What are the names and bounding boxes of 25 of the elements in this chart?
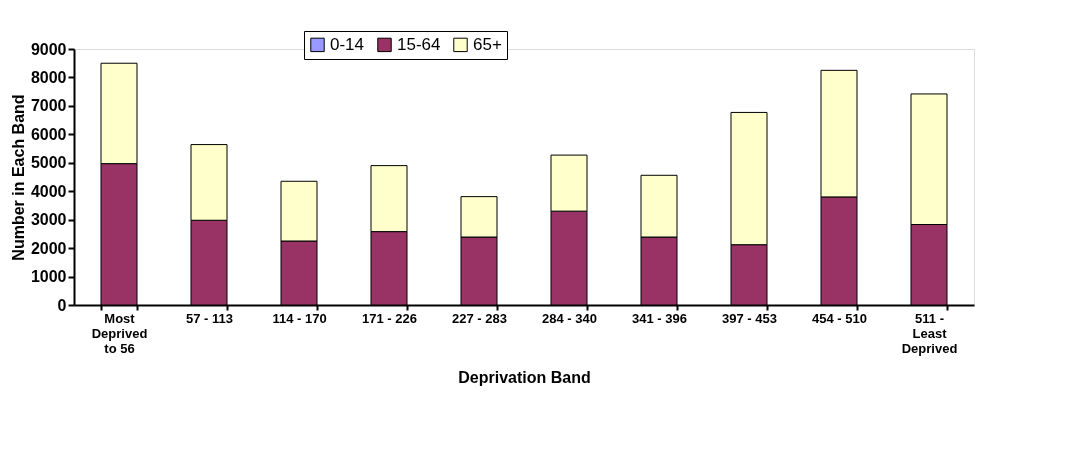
legend-label: 15-64 [397,34,441,54]
legend-label: 0-14 [330,34,365,54]
y-tick-label: 7000 [30,97,67,115]
x-tick-label: 511 - Least Deprived [901,310,958,356]
x-tick-label: 284 - 340 [542,310,597,326]
y-tick-label: 2000 [30,239,67,257]
y-tick-label: 0 [57,296,67,314]
x-tick-label: 57 - 113 [186,310,233,326]
y-tick-label: 8000 [30,68,67,86]
x-tick-label: 454 - 510 [812,310,867,326]
x-tick-label: 171 - 226 [362,310,417,326]
x-tick-label: 397 - 453 [722,310,777,326]
x-tick-label: 114 - 170 [272,310,327,326]
x-axis-title: Deprivation Band [458,368,591,386]
x-tick-label: 227 - 283 [452,310,507,326]
y-tick-label: 3000 [30,211,67,229]
y-tick-label: 5000 [30,154,67,172]
y-tick-label: 4000 [30,182,67,200]
x-tick-label: Most Deprived to 56 [91,310,148,356]
y-tick-label: 1000 [30,268,67,286]
y-tick-label: 9000 [30,40,67,58]
y-axis-title: Number in Each Band [9,94,27,261]
y-tick-label: 6000 [30,125,67,143]
legend-label: 65+ [473,34,502,54]
x-tick-label: 341 - 396 [632,310,687,326]
